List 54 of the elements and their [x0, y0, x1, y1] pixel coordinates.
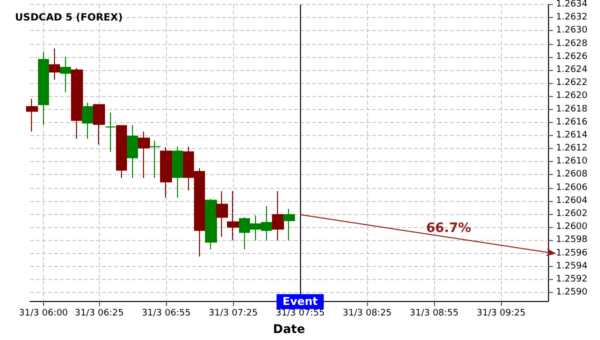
candlestick: [38, 51, 49, 126]
candlestick: [127, 124, 138, 179]
x-tick-label: 31/3 06:00: [18, 308, 68, 319]
candlestick: [71, 68, 83, 140]
y-tick-label: 1.2634: [556, 0, 588, 10]
y-tick-label: 1.2592: [556, 274, 588, 284]
y-tick-label: 1.2598: [556, 235, 588, 246]
candlestick: [283, 208, 295, 241]
y-tick-label: 1.2594: [556, 261, 588, 272]
candlestick: [82, 102, 94, 140]
y-tick-label: 1.2604: [556, 196, 588, 206]
y-tick-label: 1.2620: [556, 91, 588, 102]
y-tick-label: 1.2628: [556, 38, 588, 49]
candlestick: [105, 112, 116, 152]
y-tick-label: 1.2622: [556, 78, 588, 88]
candlestick: [272, 190, 284, 241]
y-tick-label: 1.2606: [556, 182, 588, 193]
candlestick: [149, 140, 161, 179]
y-tick-label: 1.2616: [556, 117, 588, 128]
ref-line-label: Event: [282, 295, 318, 308]
candlestick: [160, 146, 172, 198]
text: USDCAD 5 (FOREX): [15, 12, 123, 24]
y-tick-label: 1.2614: [556, 130, 588, 140]
y-tick-label: 1.2590: [556, 288, 588, 298]
y-tick-label: 1.2612: [556, 144, 588, 154]
x-tick-label: 31/3 08:55: [410, 308, 459, 319]
y-tick-label: 1.2618: [556, 104, 588, 114]
y-tick-label: 1.2626: [556, 52, 588, 62]
annotation: 66.7%: [426, 220, 472, 236]
y-tick-label: 1.2596: [556, 248, 588, 258]
x-tick-label: 31/3 07:25: [208, 308, 258, 319]
y-tick-label: 1.2630: [556, 26, 588, 36]
candlestick: [138, 131, 150, 179]
candlestick: [116, 125, 127, 179]
candlestick: [26, 98, 38, 132]
x-axis-title: Date: [273, 322, 305, 336]
x-tick-label: 31/3 08:25: [342, 308, 392, 319]
y-tick-label: 1.2632: [556, 12, 588, 23]
y-tick-label: 1.2610: [556, 156, 588, 167]
y-tick-label: 1.2608: [556, 170, 588, 180]
candlestick: [93, 104, 105, 146]
candlestick: [172, 146, 183, 198]
candlestick: [205, 198, 217, 250]
candlestick: [216, 190, 228, 238]
x-tick-label: 31/3 06:25: [74, 308, 124, 319]
y-tick-label: 1.2624: [556, 64, 588, 75]
candlestick: [60, 56, 71, 93]
x-tick-label: 31/3 09:25: [476, 308, 526, 319]
candlestick: [227, 190, 239, 241]
y-tick-label: 1.2602: [556, 209, 588, 220]
x-tick-label: 31/3 07:55: [276, 308, 325, 319]
y-tick-label: 1.2600: [556, 222, 588, 232]
x-tick-label: 31/3 06:55: [142, 308, 191, 319]
candlestick: [49, 48, 60, 80]
